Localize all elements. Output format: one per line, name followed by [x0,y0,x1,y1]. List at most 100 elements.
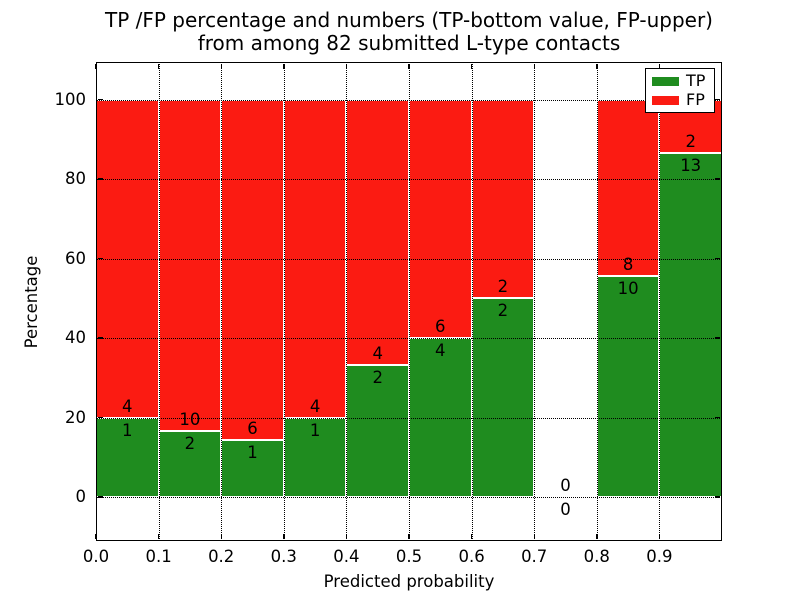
bar-segment-tp [596,276,660,497]
y-tick-mark-right [715,257,721,260]
bar-count-label-tp: 2 [497,301,509,321]
chart-title: TP /FP percentage and numbers (TP-bottom… [96,9,722,55]
x-tick-mark-top [596,63,598,69]
x-tick-label: 0.8 [583,547,610,566]
bar-count-label-fp: 4 [372,343,383,363]
bar-count-label-fp: 10 [179,409,201,429]
bar-count-label-fp: 6 [247,419,258,439]
y-tick-mark-right [715,337,721,339]
legend: TP FP [645,68,715,113]
legend-label-tp: TP [686,71,706,90]
legend-swatch-fp [652,95,679,105]
x-tick-mark [345,534,348,540]
gridline-vertical [659,62,661,541]
y-tick-mark [97,178,103,180]
gridline-vertical [283,62,285,541]
x-tick-mark [658,534,661,540]
bar-count-label-fp: 0 [560,476,571,495]
y-tick-label: 0 [75,487,87,506]
bar-count-label-fp: 2 [497,277,509,297]
x-tick-label: 0.6 [458,547,485,566]
y-tick-mark [97,257,103,260]
y-tick-mark [97,496,103,498]
x-axis-label: Predicted probability [323,572,495,591]
x-tick-label: 0.5 [395,547,423,566]
bar-count-label-fp: 4 [309,396,321,416]
x-tick-mark-top [533,63,535,69]
bar-segment-tp [659,152,722,497]
x-tick-label: 0.4 [333,547,360,566]
x-tick-mark [471,534,473,540]
y-tick-mark-right [715,178,721,180]
gridline-vertical [534,62,536,541]
y-tick-label: 40 [65,328,86,347]
legend-item-fp: FP [652,92,708,108]
gridline-vertical [346,62,348,541]
x-tick-mark [408,534,410,540]
x-tick-mark [95,534,97,540]
x-tick-mark [220,534,222,540]
gridline-vertical [158,62,160,541]
x-tick-mark [283,534,285,540]
y-tick-mark [97,416,103,419]
x-tick-mark-top [95,63,97,69]
plot-area: 4 1 10 2 6 1 4 1 4 2 6 4 2 2 0 0 8 10 2 13 [95,62,722,541]
bar-count-label-fp: 6 [435,317,446,336]
x-tick-label: 0.2 [208,547,235,566]
y-tick-label: 100 [54,89,87,109]
gridline-vertical [471,62,473,541]
x-tick-label: 0.7 [521,547,548,566]
x-tick-label: 0.3 [270,547,297,566]
gridline-vertical [409,62,410,541]
bar-count-label-tp: 1 [309,420,321,440]
bar-count-label-tp: 2 [184,433,196,453]
x-tick-mark-top [471,63,473,69]
x-tick-mark-top [158,63,160,69]
bar-segment-fp [346,99,409,365]
y-tick-mark [97,337,103,339]
bar-segment-fp [221,99,284,441]
bar-count-label-tp: 2 [372,367,383,387]
bar-segment-fp [409,99,472,338]
bar-count-label-tp: 4 [435,341,446,360]
y-tick-label: 80 [65,169,86,188]
bar-count-label-tp: 1 [247,443,258,463]
bar-segment-fp [596,99,660,277]
x-tick-mark-top [408,63,410,69]
x-tick-label: 0.0 [82,547,110,566]
bar-count-label-tp: 1 [122,420,133,440]
y-axis-label: Percentage [22,255,41,349]
x-tick-mark-top [345,63,348,69]
bar-count-label-tp: 0 [560,500,571,519]
y-tick-mark-right [715,496,721,498]
bar-segment-tp [471,298,535,497]
bar-count-label-fp: 2 [685,131,696,151]
bar-segment-fp [158,99,222,431]
x-tick-mark-top [283,63,285,69]
gridline-vertical [596,62,598,541]
y-tick-mark-right [715,416,721,419]
bar-count-label-fp: 4 [122,396,133,416]
legend-label-fp: FP [686,90,705,109]
chart-title-line1: TP /FP percentage and numbers (TP-bottom… [105,8,713,32]
x-tick-label: 0.9 [646,547,673,566]
legend-item-tp: TP [652,73,708,89]
bar-segment-tp [158,430,222,497]
legend-swatch-tp [652,76,679,86]
gridline-vertical [221,62,223,541]
x-tick-mark [596,534,598,540]
bar-segment-tp [346,364,409,497]
y-tick-label: 20 [65,407,86,427]
x-tick-mark [158,534,160,540]
bar-count-label-fp: 8 [622,255,634,275]
chart-title-line2: from among 82 submitted L-type contacts [197,31,621,55]
x-tick-mark-top [220,63,222,69]
x-tick-mark [533,534,535,540]
y-tick-mark [97,98,103,101]
x-tick-mark-top [658,63,661,69]
y-tick-label: 60 [65,248,86,268]
bar-count-label-tp: 13 [680,155,702,175]
bar-count-label-tp: 10 [617,279,639,299]
bar-segment-fp [471,99,535,299]
